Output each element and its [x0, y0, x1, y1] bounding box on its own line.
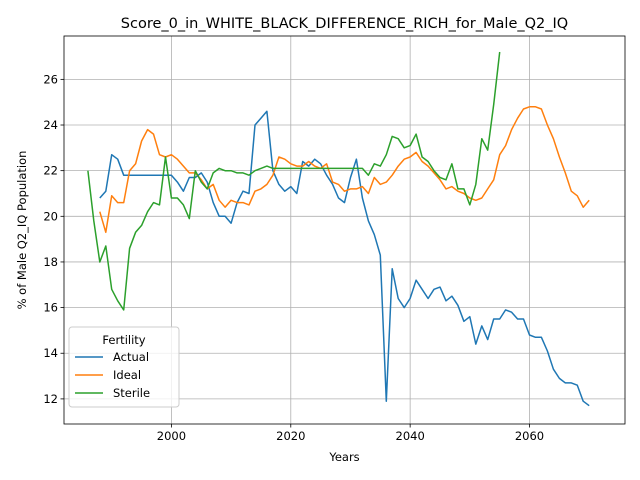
y-tick-label: 26: [43, 72, 58, 86]
series-line-sterile: [87, 51, 501, 311]
series-line-actual: [99, 110, 590, 407]
x-tick-label: 2000: [157, 429, 186, 443]
plot-area-frame: [63, 35, 626, 425]
x-tick-label: 2040: [396, 429, 425, 443]
y-tick-label: 16: [43, 301, 58, 315]
legend-box: [68, 326, 180, 408]
y-tick-label: 14: [43, 346, 58, 360]
legend-label-ideal: Ideal: [113, 368, 141, 382]
legend-label-sterile: Sterile: [113, 386, 150, 400]
series-line-ideal: [99, 106, 590, 234]
y-tick-label: 18: [43, 255, 58, 269]
y-tick-label: 12: [43, 392, 58, 406]
chart-title: Score_0_in_WHITE_BLACK_DIFFERENCE_RICH_f…: [121, 16, 568, 32]
axes: 2000 2020 2040 2060 12 14 16 18 20 22 24 26: [43, 72, 544, 443]
y-tick-label: 22: [43, 164, 58, 178]
legend-label-actual: Actual: [113, 350, 149, 364]
legend-items: Actual Ideal Sterile: [75, 350, 150, 400]
y-axis-label: % of Male Q2_IQ Population: [15, 151, 29, 310]
y-tick-label: 20: [43, 209, 58, 223]
series-lines: [87, 51, 590, 407]
x-axis-label: Years: [328, 450, 359, 464]
y-tick-label: 24: [43, 118, 58, 132]
x-tick-label: 2060: [515, 429, 544, 443]
x-tick-label: 2020: [276, 429, 305, 443]
legend: Fertility Actual Ideal Sterile: [68, 326, 180, 408]
legend-title: Fertility: [102, 333, 145, 347]
grid: [64, 36, 625, 424]
